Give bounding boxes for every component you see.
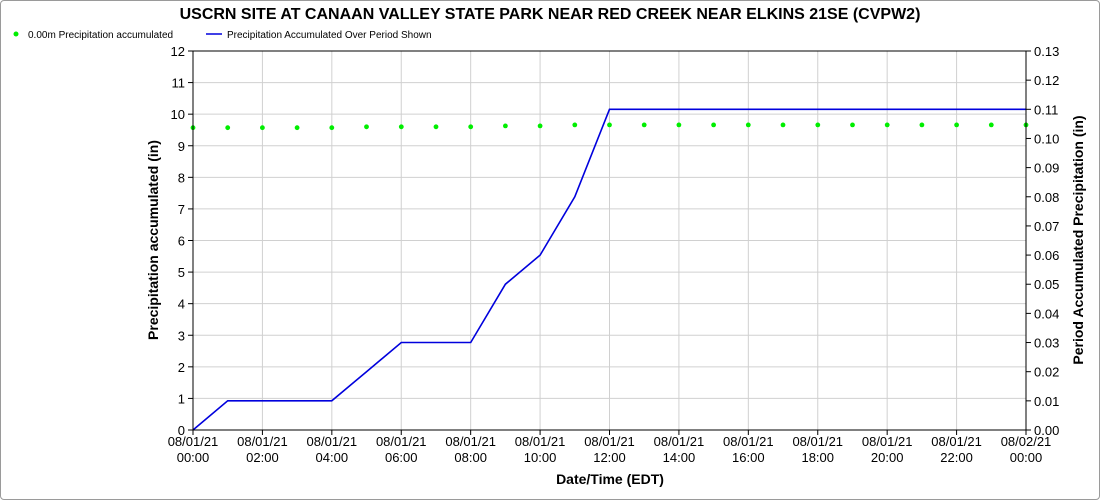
y-left-tick-label: 11 [172, 76, 186, 91]
x-tick-time: 16:00 [732, 450, 765, 465]
x-tick-date: 08/01/21 [376, 434, 427, 449]
x-tick-time: 08:00 [454, 450, 487, 465]
data-point-precip-accumulated [468, 124, 474, 130]
x-tick-date: 08/01/21 [862, 434, 913, 449]
y-axis-left-label: Precipitation accumulated (in) [145, 140, 161, 340]
x-tick-time: 02:00 [246, 450, 279, 465]
y-left-tick-label: 10 [171, 107, 185, 122]
x-tick-time: 00:00 [177, 450, 210, 465]
y-right-tick-label: 0.13 [1034, 44, 1059, 59]
y-left-tick-label: 6 [178, 234, 185, 249]
data-point-precip-accumulated [676, 122, 682, 128]
data-point-precip-accumulated [572, 122, 578, 128]
data-point-precip-accumulated [745, 122, 751, 128]
y-right-tick-label: 0.12 [1034, 73, 1059, 88]
y-left-tick-label: 4 [178, 297, 185, 312]
data-point-precip-accumulated [503, 123, 508, 129]
y-right-tick-label: 0.00 [1034, 423, 1059, 438]
data-point-precip-accumulated [884, 122, 890, 128]
y-right-tick-label: 0.02 [1034, 365, 1059, 380]
y-left-tick-label: 5 [178, 265, 185, 280]
x-tick-time: 14:00 [663, 450, 696, 465]
plot-marks [190, 108, 1029, 431]
x-tick-time: 12:00 [593, 450, 626, 465]
data-point-precip-accumulated [329, 125, 335, 131]
y-right-tick-label: 0.04 [1034, 306, 1059, 321]
data-point-precip-accumulated [260, 125, 265, 131]
legend-label-points: 0.00m Precipitation accumulated [28, 30, 173, 41]
x-tick-time: 06:00 [385, 450, 418, 465]
legend-marker-points [13, 31, 19, 37]
x-tick-time: 22:00 [940, 450, 973, 465]
y-right-tick-label: 0.05 [1034, 277, 1059, 292]
data-point-precip-accumulated [364, 124, 369, 130]
x-tick-time: 04:00 [316, 450, 349, 465]
legend: 0.00m Precipitation accumulated Precipit… [13, 30, 432, 41]
data-point-precip-accumulated [815, 122, 821, 128]
chart-title: USCRN SITE AT CANAAN VALLEY STATE PARK N… [180, 6, 921, 23]
x-tick-date: 08/01/21 [515, 434, 566, 449]
x-tick-date: 08/01/21 [307, 434, 358, 449]
y-left-tick-label: 12 [171, 44, 185, 59]
data-point-precip-accumulated [711, 122, 716, 128]
y-right-tick-label: 0.10 [1034, 131, 1059, 146]
y-left-tick-label: 7 [178, 202, 185, 217]
x-tick-date: 08/01/21 [654, 434, 705, 449]
data-point-precip-accumulated [954, 122, 959, 128]
y-right-tick-label: 0.03 [1034, 336, 1059, 351]
data-point-precip-accumulated [607, 122, 612, 128]
y-left-tick-label: 3 [178, 328, 185, 343]
x-tick-date: 08/01/21 [168, 434, 219, 449]
x-tick-date: 08/01/21 [723, 434, 774, 449]
data-point-precip-accumulated [850, 122, 855, 128]
y-axis-right-label: Period Accumulated Precipitation (in) [1070, 115, 1086, 364]
y-right-tick-label: 0.09 [1034, 161, 1059, 176]
y-right-tick-label: 0.08 [1034, 190, 1059, 205]
data-point-precip-accumulated [988, 122, 994, 128]
y-left-tick-label: 1 [178, 391, 185, 406]
data-point-precip-accumulated [537, 123, 543, 129]
legend-label-line: Precipitation Accumulated Over Period Sh… [227, 30, 432, 41]
grid [193, 51, 1026, 430]
x-tick-time: 10:00 [524, 450, 557, 465]
data-point-precip-accumulated [433, 124, 439, 130]
x-tick-date: 08/01/21 [931, 434, 982, 449]
data-point-precip-accumulated [294, 125, 300, 131]
series-line-period-precip [192, 108, 1026, 431]
x-tick-date: 08/01/21 [792, 434, 843, 449]
y-left-tick-label: 2 [178, 360, 185, 375]
x-tick-time: 00:00 [1010, 450, 1043, 465]
x-tick-time: 20:00 [871, 450, 904, 465]
x-tick-date: 08/01/21 [445, 434, 496, 449]
x-tick-date: 08/02/21 [1001, 434, 1052, 449]
x-axis-label: Date/Time (EDT) [556, 471, 664, 487]
x-tick-time: 18:00 [801, 450, 834, 465]
axes: 08/01/2100:0008/01/2102:0008/01/2104:000… [168, 44, 1060, 465]
y-right-tick-label: 0.01 [1034, 394, 1059, 409]
y-left-tick-label: 9 [178, 139, 185, 154]
data-point-precip-accumulated [225, 125, 231, 131]
data-point-precip-accumulated [780, 122, 786, 128]
x-tick-date: 08/01/21 [237, 434, 288, 449]
y-right-tick-label: 0.06 [1034, 248, 1059, 263]
y-right-tick-label: 0.11 [1034, 102, 1058, 117]
x-tick-date: 08/01/21 [584, 434, 635, 449]
data-point-precip-accumulated [641, 122, 647, 128]
y-left-tick-label: 0 [178, 423, 185, 438]
data-point-precip-accumulated [919, 122, 925, 128]
y-left-tick-label: 8 [178, 170, 185, 185]
data-point-precip-accumulated [398, 124, 404, 130]
y-right-tick-label: 0.07 [1034, 219, 1059, 234]
